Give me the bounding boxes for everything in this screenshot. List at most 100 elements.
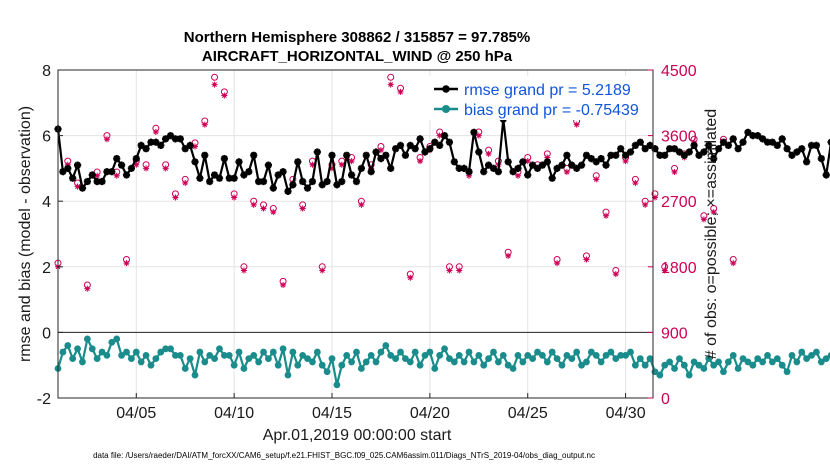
bias-point (137, 358, 145, 366)
chart-title-line2: AIRCRAFT_HORIZONTAL_WIND @ 250 hPa (202, 48, 513, 65)
obs-assimilated-point (417, 158, 424, 165)
x-tick-label: 04/15 (312, 405, 352, 422)
bias-series (54, 335, 830, 389)
rmse-point (817, 155, 825, 163)
rmse-point (617, 145, 625, 153)
bias-point (744, 358, 752, 366)
bias-point (622, 351, 629, 359)
rmse-point (279, 168, 287, 176)
bias-point (749, 361, 757, 369)
rmse-point (641, 145, 649, 153)
rmse-point (729, 135, 737, 143)
rmse-point (118, 161, 126, 169)
bias-point (181, 365, 189, 372)
x-tick-label: 04/05 (116, 405, 156, 422)
bias-point (788, 351, 796, 359)
bias-point (265, 355, 272, 363)
bias-point (103, 351, 111, 359)
rmse-point (690, 141, 698, 149)
bias-point (524, 351, 532, 359)
bias-point (196, 348, 204, 356)
bias-point (255, 358, 263, 366)
obs-assimilated-point (632, 179, 639, 186)
rmse-point (553, 164, 561, 172)
y-left-tick-label: 8 (42, 63, 51, 80)
bias-point (690, 358, 698, 366)
bias-point (426, 348, 434, 356)
bias-point (206, 351, 214, 359)
rmse-point (455, 164, 463, 172)
obs-assimilated-point (133, 161, 140, 168)
rmse-point (308, 177, 316, 186)
bias-point (778, 361, 786, 369)
bias-point (504, 361, 512, 369)
rmse-point (744, 128, 752, 136)
legend-bias-text: bias grand pr = -0.75439 (464, 102, 639, 119)
bias-point (142, 351, 150, 359)
bias-point (446, 355, 453, 363)
rmse-point (675, 148, 683, 156)
obs-assimilated-point (143, 165, 150, 172)
obs-assimilated-point (231, 194, 238, 201)
rmse-point (661, 151, 669, 159)
rmse-point (157, 141, 165, 149)
rmse-point (142, 145, 150, 153)
rmse-point (793, 148, 801, 156)
rmse-point (303, 184, 312, 192)
rmse-point (822, 171, 830, 179)
obs-assimilated-point (162, 165, 169, 172)
bias-point (636, 355, 644, 363)
rmse-point (64, 164, 72, 172)
obs-assimilated-point (436, 132, 443, 139)
x-axis-ticks: 04/05 04/10 04/15 04/20 04/25 04/30 (116, 393, 646, 422)
bias-point (671, 365, 678, 372)
rmse-point (763, 138, 772, 146)
rmse-point (626, 148, 635, 156)
rmse-point (108, 168, 116, 176)
bias-point (230, 361, 238, 369)
rmse-point (387, 164, 395, 172)
rmse-point (656, 151, 664, 159)
rmse-point (348, 171, 356, 179)
rmse-point (122, 171, 131, 179)
rmse-point (489, 164, 498, 172)
bias-point (260, 348, 267, 356)
bias-point (783, 368, 791, 376)
rmse-point (543, 158, 551, 166)
bias-point (558, 361, 566, 369)
bias-point (450, 358, 458, 366)
rmse-point (401, 151, 409, 159)
rmse-point (196, 174, 204, 182)
bias-point (240, 365, 248, 372)
bias-point (323, 368, 331, 376)
bias-point (529, 355, 537, 363)
rmse-point (59, 168, 67, 176)
rmse-point (803, 158, 811, 166)
rmse-point (352, 177, 361, 186)
obs-assimilated-point (377, 147, 384, 154)
bias-point (118, 351, 126, 359)
bias-point (734, 365, 742, 372)
rmse-point (578, 161, 586, 169)
bias-point (539, 351, 546, 359)
bias-point (705, 355, 713, 363)
y-right-tick-label: 2700 (661, 194, 697, 211)
rmse-point (631, 141, 639, 149)
bias-point (132, 348, 140, 356)
rmse-point (529, 161, 537, 169)
rmse-point (269, 184, 277, 192)
rmse-point (773, 141, 781, 149)
bias-point (108, 338, 116, 346)
obs-assimilated-point (94, 172, 101, 179)
obs-assimilated-point (201, 121, 208, 128)
y-axis-left-label: rmse and bias (model - observation) (17, 106, 34, 362)
obs-assimilated-point (544, 154, 551, 161)
rmse-point (98, 177, 106, 186)
obs-assimilated-point (309, 161, 316, 168)
rmse-point (132, 155, 140, 163)
bias-point (186, 355, 194, 363)
obs-possible-point (387, 73, 395, 81)
bias-point (353, 348, 360, 356)
bias-point (367, 351, 375, 359)
rmse-point (548, 174, 556, 182)
